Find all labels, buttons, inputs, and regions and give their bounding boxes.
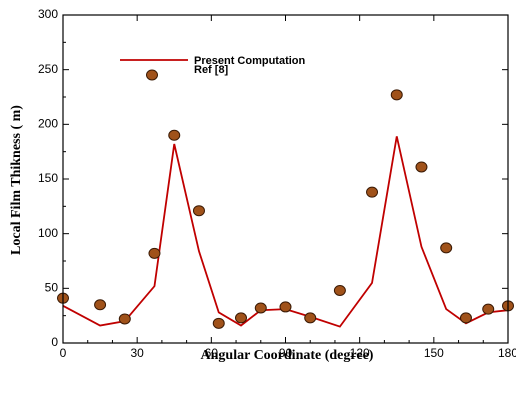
x-tick-label: 0 — [60, 346, 67, 360]
legend-label-present-computation: Present Computation — [194, 55, 306, 67]
data-point-ref8 — [279, 301, 292, 313]
data-point-ref8 — [440, 242, 453, 254]
data-point-ref8 — [459, 312, 472, 324]
y-tick-label: 200 — [38, 117, 58, 131]
axes: 0 30 60 90 120 150 180 0 50 100 150 200 250 300 — [38, 7, 516, 360]
x-tick-label: 150 — [424, 346, 444, 360]
x-tick-label: 90 — [279, 346, 293, 360]
y-tick-label: 100 — [38, 226, 58, 240]
y-tick-label: 250 — [38, 62, 58, 76]
x-tick-label: 60 — [205, 346, 219, 360]
data-point-ref8 — [148, 247, 161, 259]
data-point-ref8 — [366, 186, 379, 198]
data-point-ref8 — [235, 312, 247, 324]
plot-area — [57, 89, 514, 329]
data-point-ref8 — [304, 312, 317, 324]
series-line-present-computation — [62, 136, 509, 328]
legend-label-ref8: Ref [8] — [194, 64, 229, 76]
x-tick-label: 180 — [498, 346, 516, 360]
data-point-ref8 — [254, 302, 267, 314]
y-tick-label: 50 — [45, 281, 59, 295]
data-point-ref8 — [333, 285, 346, 297]
x-tick-label: 120 — [350, 346, 370, 360]
x-axis-title: Angular Coordinate (degree) — [201, 348, 374, 363]
data-point-ref8 — [168, 129, 181, 141]
x-tick-label: 30 — [130, 346, 144, 360]
y-axis-title: Local Film Thikness ( m) — [9, 105, 24, 255]
data-point-ref8 — [415, 161, 428, 173]
data-point-ref8 — [482, 303, 495, 315]
data-point-ref8 — [94, 299, 107, 311]
data-point-ref8 — [212, 317, 225, 329]
data-point-ref8 — [192, 205, 205, 217]
data-point-ref8 — [118, 313, 131, 325]
data-point-ref8 — [390, 89, 403, 101]
y-tick-label: 0 — [51, 335, 58, 349]
legend-marker-swatch — [146, 69, 158, 81]
y-tick-label: 300 — [38, 7, 58, 21]
y-tick-label: 150 — [38, 171, 58, 185]
